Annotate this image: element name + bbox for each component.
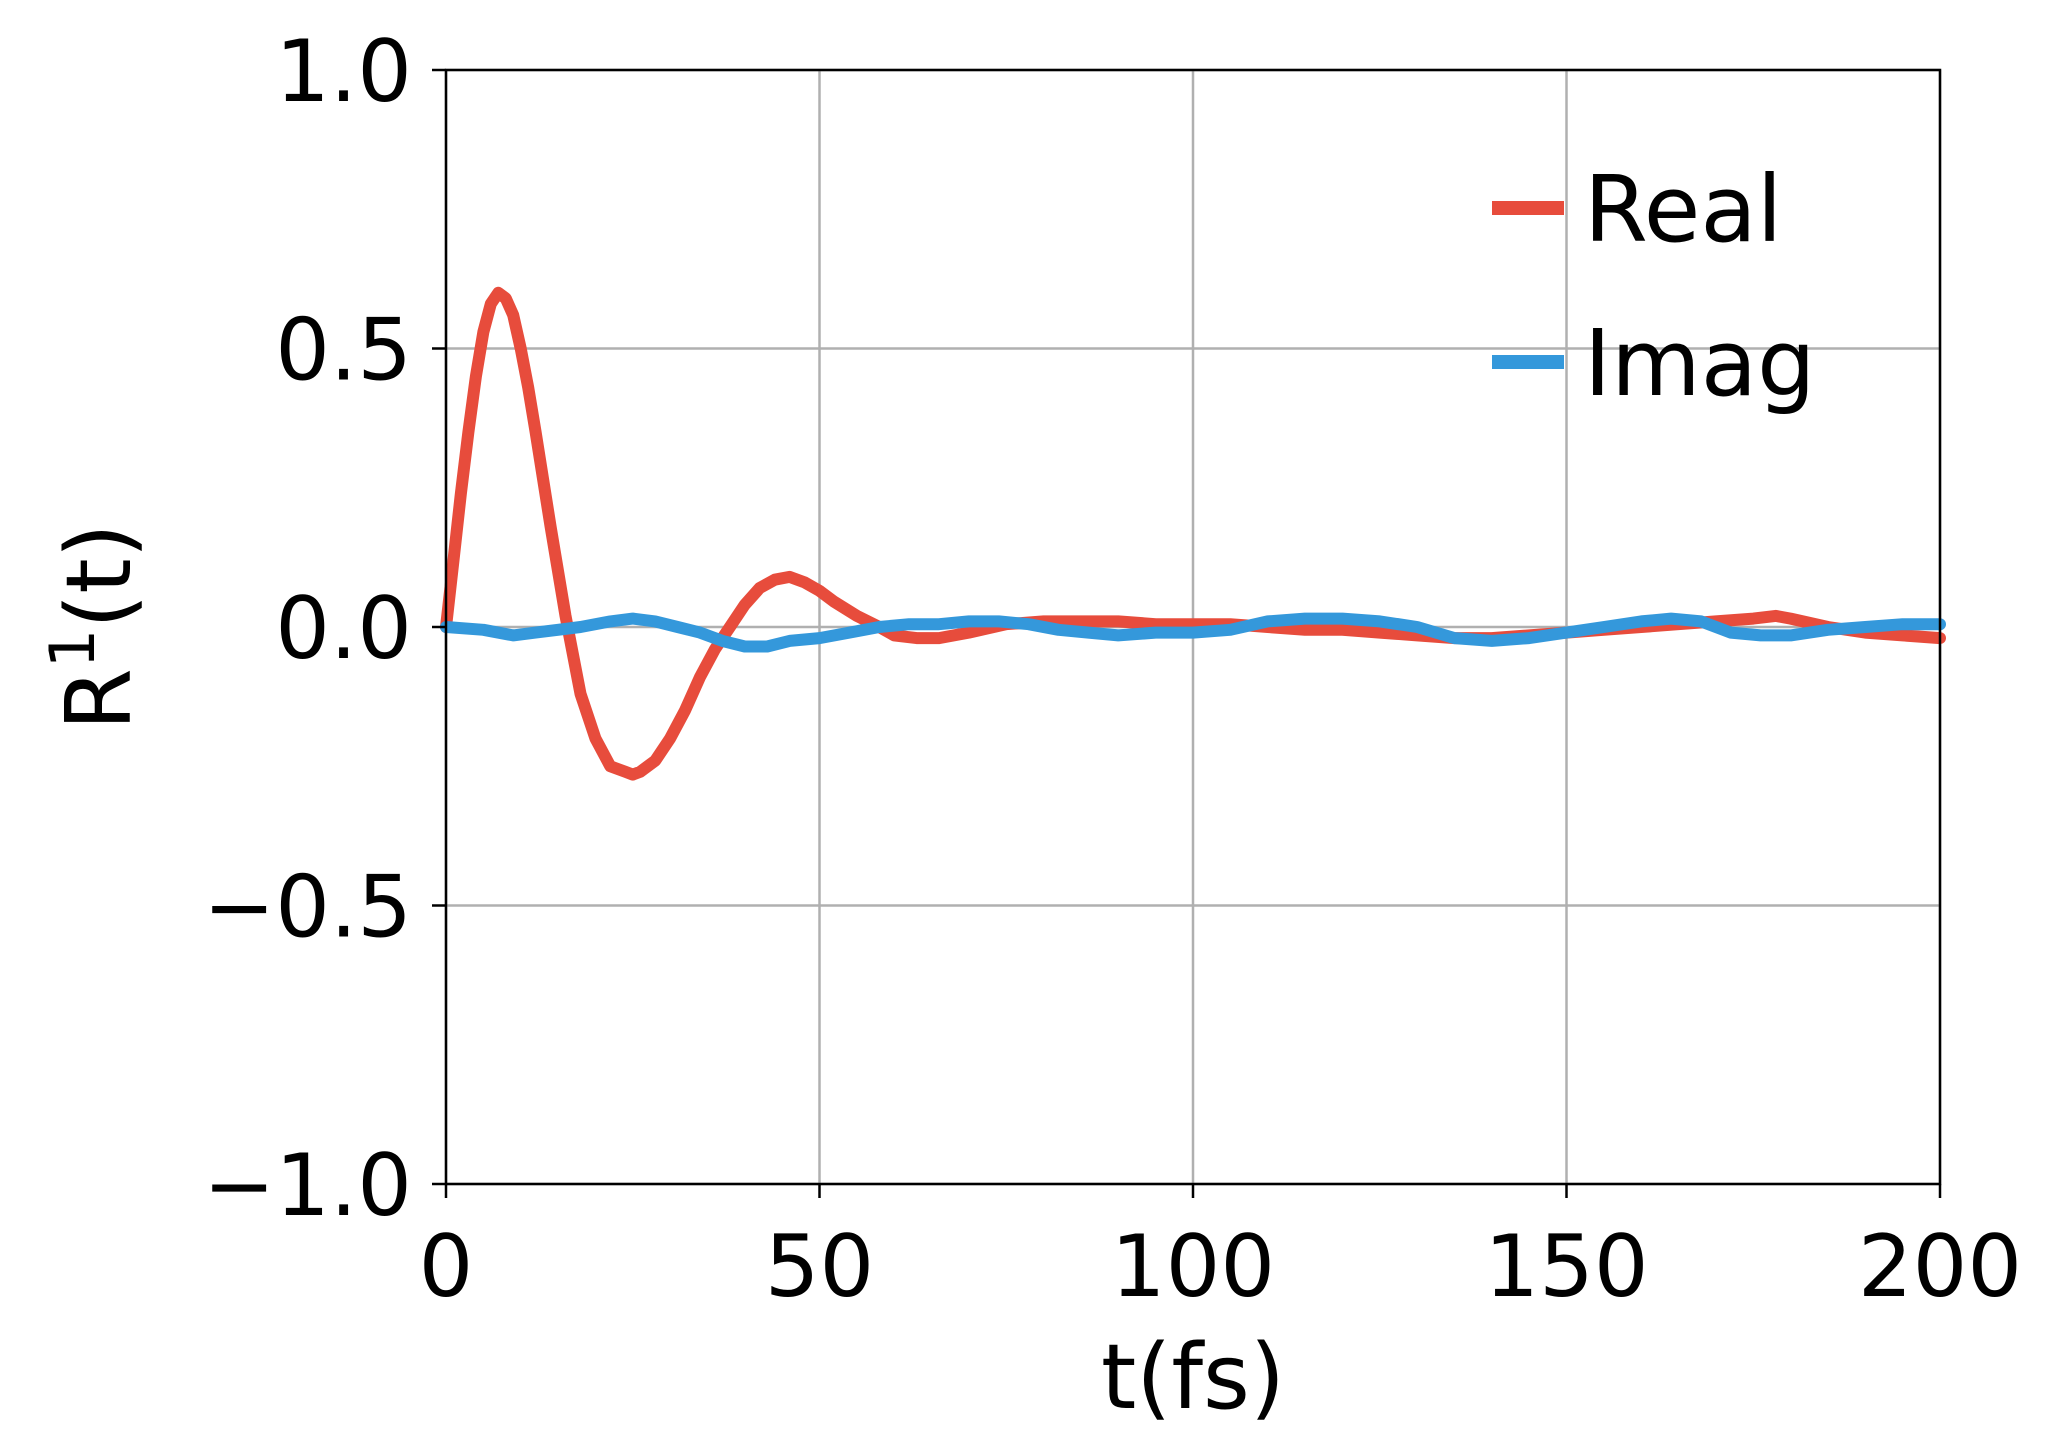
series-line-imag (440, 612, 1946, 653)
x-tick-label: 50 (765, 1217, 874, 1317)
y-axis-label: R1(t) (36, 523, 152, 731)
y-tick-label: 1.0 (275, 22, 412, 122)
y-tick-label: −1.0 (203, 1136, 412, 1236)
y-tick-label: −0.5 (203, 858, 412, 958)
legend-label-imag: Imag (1584, 310, 1816, 417)
legend-label-real: Real (1584, 156, 1782, 263)
x-tick-label: 200 (1858, 1217, 2022, 1317)
x-tick-label: 150 (1484, 1217, 1648, 1317)
series-lines (440, 286, 1946, 781)
x-axis-label: t(fs) (1101, 1325, 1285, 1430)
y-axis-label-superscript: 1 (36, 629, 109, 668)
x-tick-label: 0 (419, 1217, 474, 1317)
y-axis-label-tail: (t) (47, 523, 152, 629)
x-tick-label: 100 (1111, 1217, 1275, 1317)
y-tick-label: 0.5 (275, 301, 412, 401)
y-tick-label: 0.0 (275, 579, 412, 679)
y-axis-label-base: R (47, 668, 152, 731)
axis-ticks: 0 50 100 150 200 1.0 0.5 0.0 −0.5 −1.0 (203, 22, 2022, 1317)
legend: Real Imag (1492, 156, 1816, 417)
